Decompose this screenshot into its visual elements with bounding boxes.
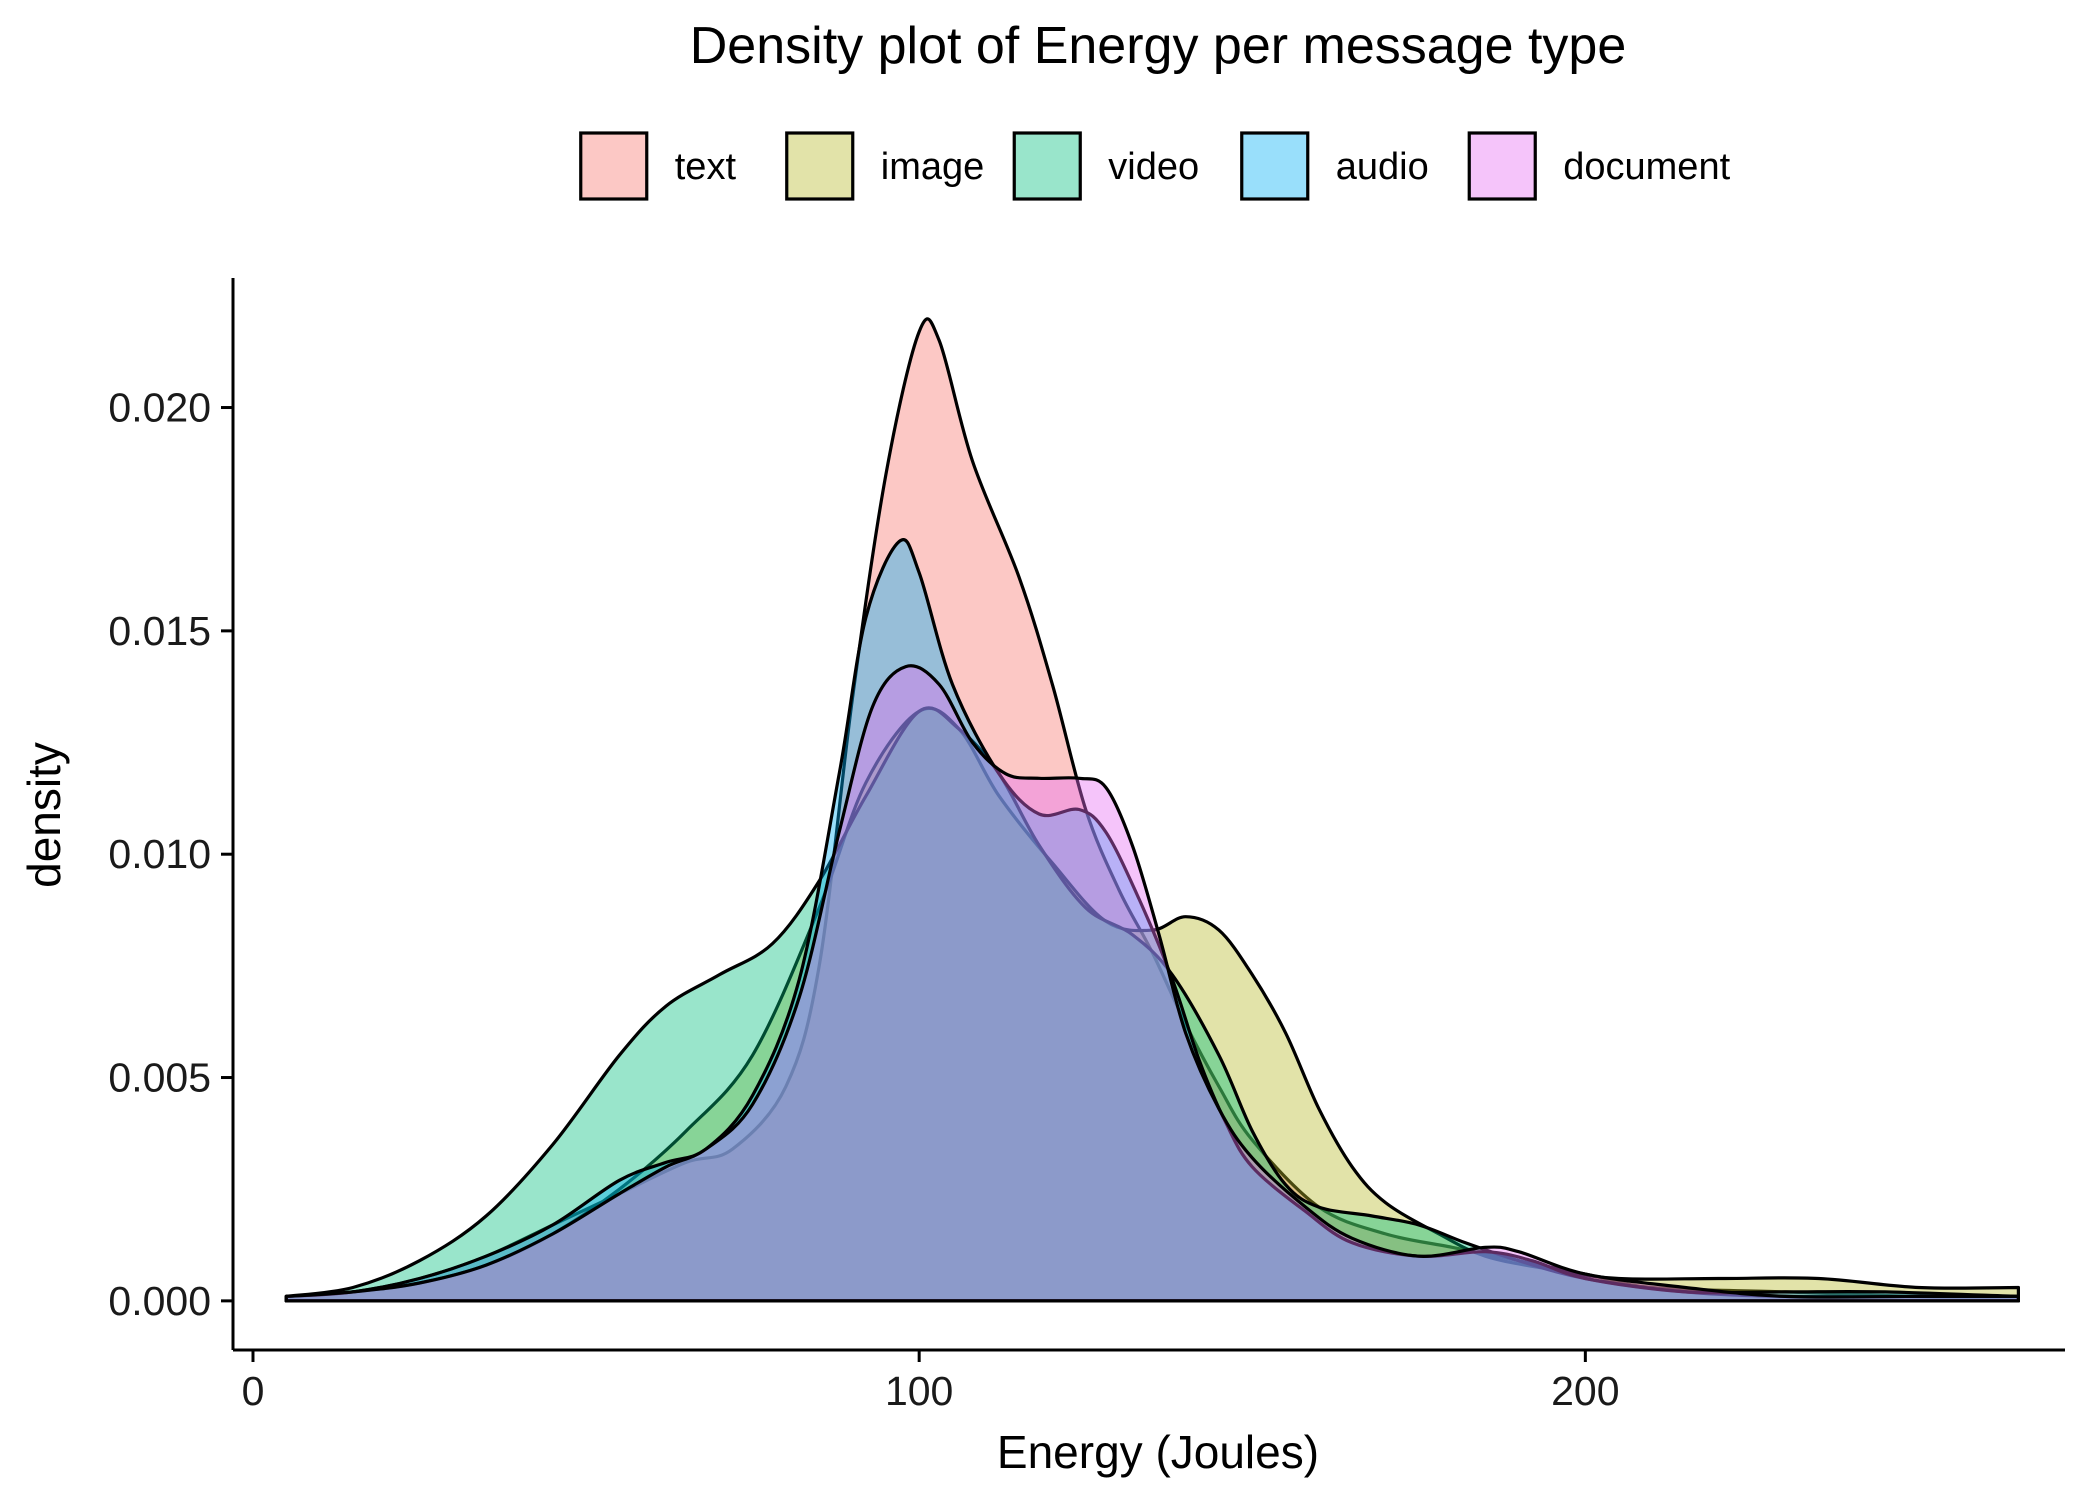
legend-item-video: video [1012, 131, 1199, 201]
legend-item-document: document [1467, 131, 1731, 201]
density-area-audio [284, 538, 2020, 1303]
y-tick-label: 0.000 [108, 1278, 211, 1324]
legend-key-image [785, 131, 855, 201]
y-tick-label: 0.020 [108, 385, 211, 431]
y-ticks: 0.000 0.005 0.010 0.015 0.020 [108, 385, 233, 1324]
plot-areas [284, 317, 2020, 1303]
y-axis-title: density [18, 742, 70, 888]
legend-label-image: image [881, 146, 985, 188]
y-tick-label: 0.015 [108, 608, 211, 654]
legend: text image video audio document [579, 131, 1731, 201]
legend-key-video [1012, 131, 1082, 201]
legend-item-audio: audio [1240, 131, 1429, 201]
y-tick-label: 0.010 [108, 831, 211, 877]
legend-label-video: video [1108, 146, 1199, 188]
density-area-document [284, 664, 2020, 1303]
axes: 0 100 200 0.000 0.005 0.010 0.015 0.020 [108, 278, 2065, 1414]
legend-key-text [579, 131, 649, 201]
x-tick-label: 0 [242, 1368, 265, 1414]
legend-key-audio [1240, 131, 1310, 201]
y-tick-label: 0.005 [108, 1055, 211, 1101]
chart-title: Density plot of Energy per message type [690, 17, 1626, 75]
legend-item-text: text [579, 131, 737, 201]
x-tick-label: 200 [1551, 1368, 1619, 1414]
legend-label-text: text [675, 146, 737, 188]
legend-label-audio: audio [1336, 146, 1429, 188]
legend-key-document [1467, 131, 1537, 201]
legend-label-document: document [1563, 146, 1730, 188]
x-axis-title: Energy (Joules) [997, 1426, 1319, 1478]
x-ticks: 0 100 200 [242, 1350, 1620, 1414]
x-tick-label: 100 [885, 1368, 953, 1414]
legend-item-image: image [785, 131, 985, 201]
